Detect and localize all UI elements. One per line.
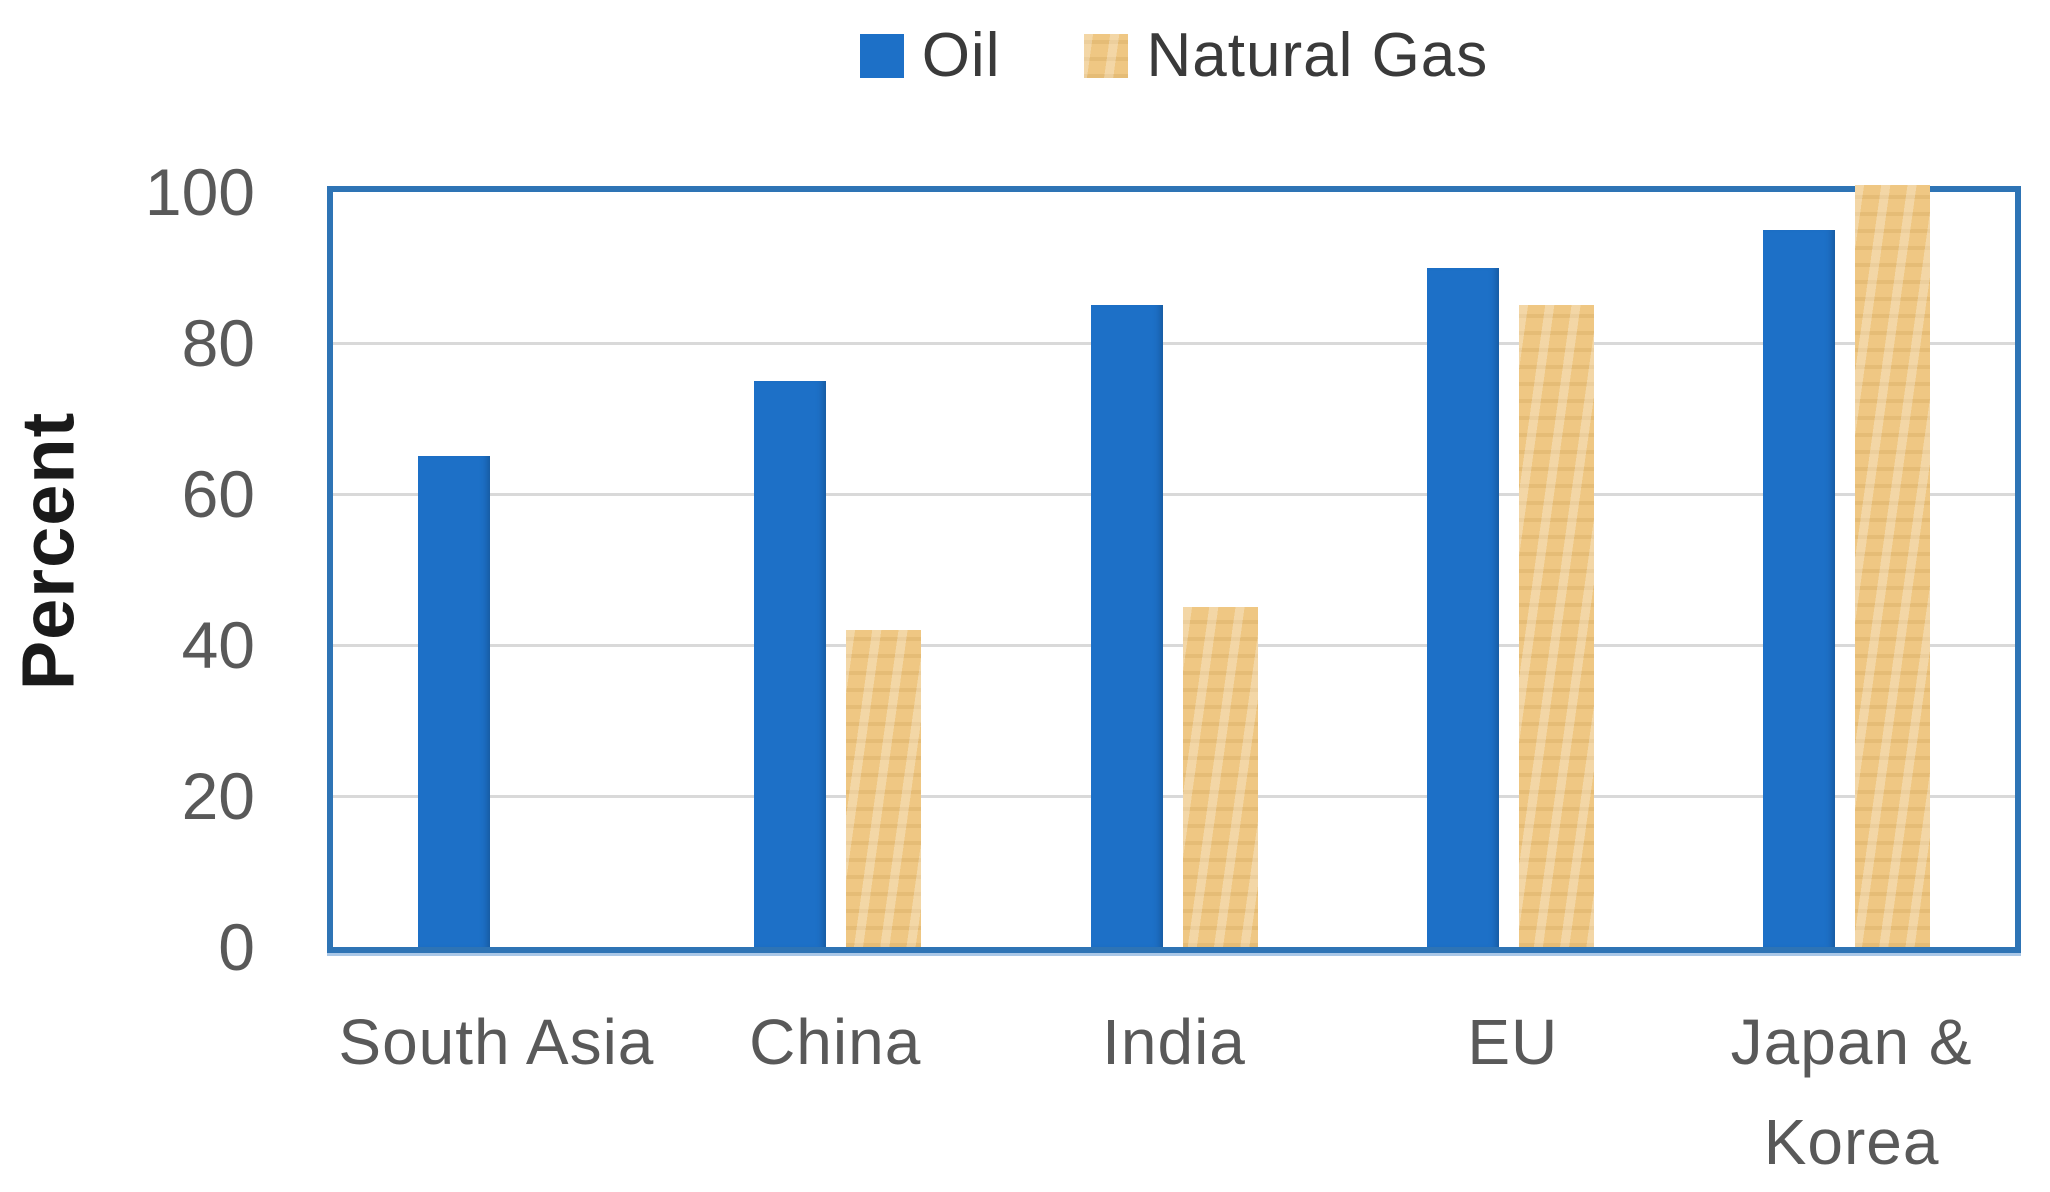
y-tick-label-100: 100 [144, 155, 255, 229]
x-label-japan-korea: Japan & Korea [1730, 1006, 1973, 1178]
bar-natural-gas-japan-korea [1855, 185, 1931, 947]
bar-oil-japan-korea [1763, 229, 1836, 947]
x-label-india: India [1102, 1006, 1246, 1078]
bar-natural-gas-eu [1518, 305, 1594, 947]
bar-natural-gas-china [846, 629, 922, 947]
bar-oil-china [754, 380, 827, 947]
chart-legend: Oil Natural Gas [327, 24, 2021, 88]
legend-item-natural-gas: Natural Gas [1084, 25, 1488, 87]
bar-oil-eu [1426, 267, 1499, 947]
gridline-60 [333, 492, 2015, 496]
x-axis-category-labels: South Asia China India EU Japan & Korea [327, 992, 2021, 1192]
legend-label-natural-gas: Natural Gas [1146, 21, 1489, 90]
y-tick-label-0: 0 [218, 910, 255, 984]
bar-oil-india [1090, 305, 1163, 947]
x-label-china: China [749, 1006, 922, 1078]
legend-swatch-natural-gas-icon [1084, 34, 1129, 78]
bar-oil-south-asia [417, 456, 490, 947]
legend-label-oil: Oil [921, 21, 1001, 90]
y-tick-label-20: 20 [181, 759, 255, 833]
plot-area [327, 185, 2021, 956]
legend-swatch-oil-icon [859, 34, 904, 78]
y-tick-label-40: 40 [181, 608, 255, 682]
gridline-80 [333, 341, 2015, 345]
gridline-40 [333, 643, 2015, 647]
y-tick-label-80: 80 [181, 306, 255, 380]
legend-item-oil: Oil [859, 21, 1001, 90]
y-tick-label-60: 60 [181, 457, 255, 531]
x-label-eu: EU [1467, 1006, 1559, 1078]
x-label-south-asia: South Asia [338, 1006, 655, 1078]
bar-natural-gas-india [1182, 607, 1258, 947]
gridline-20 [333, 794, 2015, 798]
